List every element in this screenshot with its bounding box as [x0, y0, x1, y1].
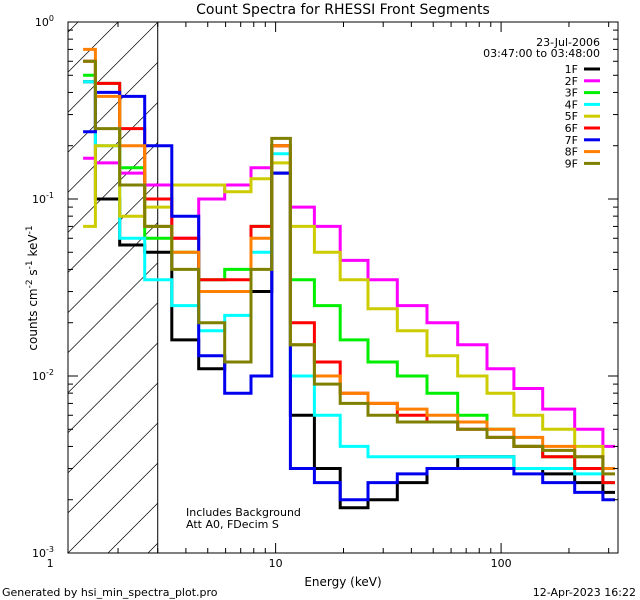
- hatch-line: [68, 342, 158, 434]
- legend-label-5F: 5F: [565, 110, 578, 123]
- legend-label-3F: 3F: [565, 87, 578, 100]
- legend-label-2F: 2F: [565, 75, 578, 88]
- chart-title: Count Spectra for RHESSI Front Segments: [196, 2, 490, 18]
- hatch-line: [68, 101, 158, 193]
- legend-label-9F: 9F: [565, 157, 578, 170]
- legend-label-4F: 4F: [565, 98, 578, 111]
- axis-tick-labels: 1 10 100 100 10-1 10-2 10-3: [32, 14, 512, 570]
- y-axis-label: counts cm-2 s-1 keV-1: [25, 225, 40, 350]
- y-tick-label: 10-1: [32, 191, 54, 206]
- legend-label-1F: 1F: [565, 63, 578, 76]
- series-line-6F: [83, 59, 615, 485]
- x-tick-label: 1: [47, 557, 54, 570]
- hatch-line: [68, 302, 158, 394]
- x-axis-label: Energy (keV): [304, 575, 381, 589]
- x-tick-label: 100: [491, 557, 512, 570]
- date-text: 23-Jul-2006: [536, 36, 600, 49]
- hatch-line: [68, 22, 119, 73]
- hatch-line: [107, 502, 158, 553]
- legend-label-7F: 7F: [565, 134, 578, 147]
- footer-timestamp: 12-Apr-2023 16:22: [533, 586, 636, 599]
- series-line-7F: [83, 90, 615, 502]
- y-tick-label: 100: [35, 14, 54, 29]
- y-tick-label: 10-2: [32, 368, 54, 383]
- annotation-line-2: Att A0, FDecim S: [186, 518, 279, 531]
- hatch-line: [68, 142, 158, 233]
- legend-label-6F: 6F: [565, 122, 578, 135]
- time-range-text: 03:47:00 to 03:48:00: [483, 47, 600, 60]
- legend-label-8F: 8F: [565, 146, 578, 159]
- annotation-line-1: Includes Background: [186, 506, 301, 519]
- series-line-5F: [83, 144, 615, 470]
- hatch-line: [68, 262, 158, 354]
- series-line-4F: [83, 80, 615, 485]
- x-tick-label: 10: [269, 557, 283, 570]
- hatch-line: [68, 182, 158, 273]
- series-line-2F: [83, 144, 615, 448]
- hatch-line: [0, 0, 28, 553]
- series-layer: [83, 47, 615, 510]
- axis-ticks: [68, 22, 618, 554]
- hatch-line: [68, 382, 158, 474]
- hatch-line: [68, 61, 158, 153]
- hatch-line: [68, 222, 158, 314]
- y-tick-label: 10-3: [32, 545, 54, 560]
- footer-generated-by: Generated by hsi_min_spectra_plot.pro: [2, 586, 218, 599]
- series-line-9F: [83, 59, 615, 476]
- hatch-line: [68, 422, 158, 514]
